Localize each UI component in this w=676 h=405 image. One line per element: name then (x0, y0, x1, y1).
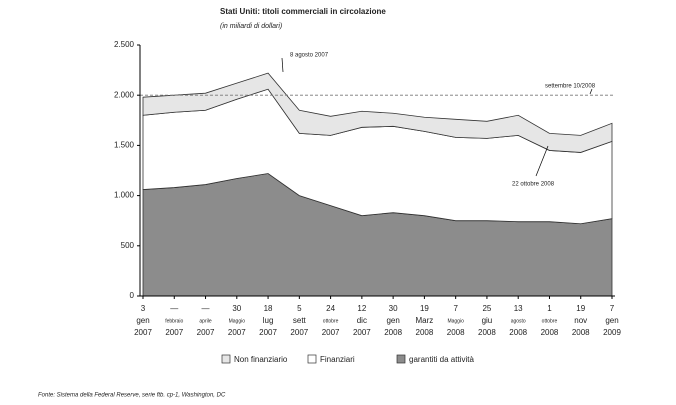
x-tick-label: 2008 (572, 328, 590, 337)
x-tick-label: dic (357, 316, 367, 325)
chart-title: Stati Uniti: titoli commerciali in circo… (220, 7, 386, 16)
x-tick-label: 1 (547, 304, 552, 313)
y-tick-label: 1.000 (114, 191, 135, 200)
y-tick-label: 2.000 (114, 90, 135, 99)
x-tick-label: 30 (389, 304, 398, 313)
x-tick-label: 2007 (259, 328, 277, 337)
x-tick-label: 2007 (290, 328, 308, 337)
x-tick-label: gen (605, 316, 618, 325)
x-tick-label: Marz (416, 316, 434, 325)
y-tick-label: 0 (130, 291, 135, 300)
x-tick-label: Maggio (447, 318, 464, 324)
x-tick-label: 2008 (478, 328, 496, 337)
annotation-arrow (535, 145, 549, 177)
x-tick-label: gen (386, 316, 399, 325)
x-tick-label: lug (263, 316, 274, 325)
x-tick-label: 5 (297, 304, 302, 313)
x-tick-label: aprile (199, 318, 211, 324)
legend-label: garantiti da attività (409, 355, 474, 364)
x-tick-label: 7 (610, 304, 615, 313)
x-tick-label: 2007 (134, 328, 152, 337)
annotation: 22 ottobre 2008 (512, 182, 555, 188)
x-tick-label: agosto (511, 318, 526, 324)
x-tick-label: 12 (357, 304, 366, 313)
legend-label: Non finanziario (234, 355, 288, 364)
y-tick-label: 500 (121, 241, 135, 250)
x-tick-label: gen (136, 316, 149, 325)
x-tick-label: sett (293, 316, 307, 325)
area (142, 72, 613, 153)
legend-swatch (221, 354, 231, 364)
x-tick-label: ottobre (542, 318, 558, 324)
source: Fonte: Sistema della Federal Reserve, se… (38, 393, 226, 399)
x-tick-label: 2008 (447, 328, 465, 337)
x-tick-label: 13 (514, 304, 523, 313)
legend-swatch (307, 354, 317, 364)
x-tick-label: 19 (420, 304, 429, 313)
y-tick-label: 1.500 (114, 141, 135, 150)
x-tick-label: — (170, 304, 178, 313)
x-tick-label: 2007 (197, 328, 215, 337)
x-tick-label: 18 (264, 304, 273, 313)
x-tick-label: 2007 (322, 328, 340, 337)
x-tick-label: ottobre (323, 318, 339, 324)
x-tick-label: 2007 (228, 328, 246, 337)
x-tick-label: 24 (326, 304, 335, 313)
x-tick-label: Maggio (229, 318, 246, 324)
x-tick-label: febbraio (165, 318, 183, 324)
legend-swatch (396, 354, 406, 364)
x-tick-label: 7 (453, 304, 458, 313)
annotation: settembre 10/2008 (545, 84, 596, 90)
x-tick-label: 3 (141, 304, 146, 313)
legend-label: Finanziari (320, 355, 355, 364)
x-tick-label: 2008 (384, 328, 402, 337)
chart-subtitle: (in miliardi di dollari) (220, 23, 282, 30)
x-tick-label: 2008 (509, 328, 527, 337)
y-tick-label: 2.500 (114, 40, 135, 49)
annotation-arrow (281, 57, 284, 73)
annotation-arrow (589, 88, 593, 95)
x-tick-label: — (202, 304, 210, 313)
x-tick-label: 19 (576, 304, 585, 313)
x-tick-label: 30 (232, 304, 241, 313)
x-tick-label: 2007 (165, 328, 183, 337)
x-tick-label: 2008 (416, 328, 434, 337)
x-tick-label: 25 (482, 304, 491, 313)
x-tick-label: giu (482, 316, 493, 325)
x-tick-label: 2007 (353, 328, 371, 337)
x-tick-label: 2009 (603, 328, 621, 337)
x-tick-label: nov (574, 316, 587, 325)
x-tick-label: 2008 (541, 328, 559, 337)
annotation: 8 agosto 2007 (290, 53, 329, 59)
